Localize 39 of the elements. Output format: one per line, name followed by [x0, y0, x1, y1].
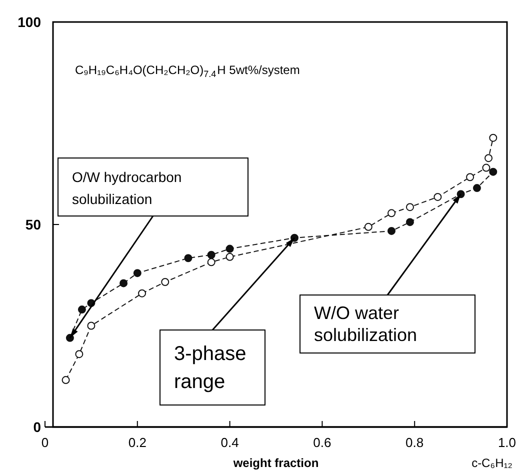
y-tick-label: 50 — [25, 216, 42, 232]
point — [484, 154, 493, 162]
x-tick-label: 0.4 — [220, 435, 239, 450]
annotation: O/W hydrocarbon solubilization — [72, 169, 182, 207]
text: c-C₆H₁₂ — [472, 456, 513, 470]
point — [75, 350, 84, 358]
annotation: 3-phase range — [174, 343, 246, 393]
point — [207, 258, 216, 266]
point — [226, 244, 234, 253]
x-tick-label: 0.6 — [313, 435, 332, 450]
point — [120, 279, 128, 288]
point — [489, 134, 498, 142]
point — [472, 184, 481, 192]
point — [226, 252, 234, 261]
point — [207, 250, 216, 259]
point — [364, 222, 372, 231]
point — [62, 376, 70, 384]
point — [138, 289, 146, 298]
point — [388, 226, 396, 235]
point — [78, 306, 86, 314]
x-tick-label: 1.0 — [498, 435, 516, 450]
x-tick-label: 0.8 — [406, 435, 424, 450]
x-axis-title: weight fraction — [232, 456, 319, 470]
y-tick-label: 0 — [33, 419, 42, 435]
x-tick-label: 0.2 — [128, 435, 146, 450]
point — [388, 209, 396, 218]
point — [482, 164, 490, 172]
point — [434, 192, 442, 201]
y-tick-label: 100 — [18, 14, 42, 30]
point — [133, 269, 142, 278]
point — [406, 203, 414, 212]
point — [466, 173, 474, 182]
point — [161, 278, 170, 286]
text: C₉H₁₉C₆H₄O(CH₂CH₂O)$_{7.4}$H 5wt%/system — [75, 63, 300, 79]
point — [87, 322, 96, 330]
point — [184, 254, 192, 262]
point — [489, 168, 498, 176]
point — [406, 218, 414, 226]
annotation: W/O water solubilization — [314, 303, 418, 345]
